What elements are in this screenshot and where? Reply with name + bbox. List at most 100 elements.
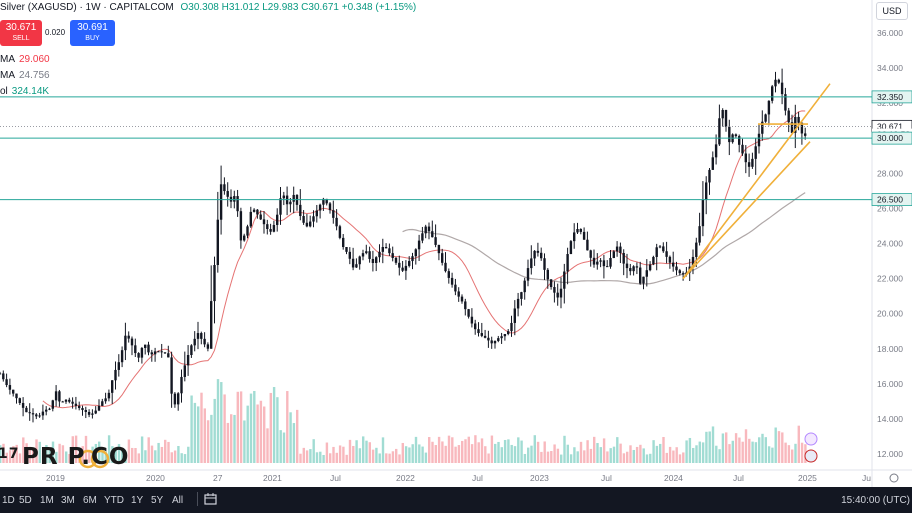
candle-body [437,244,441,254]
candle-body [332,210,335,218]
candle-body [391,253,394,258]
price-chart[interactable]: 36.00034.00032.00030.00028.00026.00024.0… [0,0,912,487]
volume-bar [616,437,619,463]
candle-body [137,353,140,358]
candle-body [15,393,18,399]
volume-bar [477,442,480,463]
candle-body [144,344,147,348]
time-axis-tick: Jul [472,473,483,483]
volume-bar [371,449,375,463]
volume-bar [480,438,484,463]
candle-body [602,260,606,267]
volume-bar [302,447,305,463]
candle-body [167,353,170,358]
candle-body [74,403,78,406]
clock-readout[interactable]: 15:40:00 (UTC) [841,495,910,506]
range-5y[interactable]: 5Y [151,495,164,506]
volume-bar [490,435,494,463]
date-range-picker[interactable] [197,492,217,506]
candle-body [444,262,447,272]
candle-body [573,232,576,242]
buy-button[interactable]: 30.691 BUY [70,20,115,46]
volume-bar [292,423,296,463]
candle-body [698,226,701,243]
candle-body [678,270,681,274]
legend-ma-slow[interactable]: MA 24.756 [0,70,50,81]
symbol-title[interactable]: Silver (XAGUSD) · 1W · CAPITALCOM [0,2,174,13]
range-3m[interactable]: 3M [61,495,75,506]
volume-bar [437,436,441,463]
price-label: 30.671 [877,121,903,131]
candle-body [355,264,358,268]
range-all[interactable]: All [172,495,184,506]
sell-button[interactable]: 30.671 SELL [0,20,42,46]
candle-body [68,399,71,402]
candle-body [170,357,173,394]
price-axis-tick: 22.000 [877,274,903,284]
trend-line[interactable] [682,83,831,280]
volume-bar [777,431,781,463]
volume-bar [401,442,404,463]
range-ytd[interactable]: YTD [104,495,124,506]
volume-bar [41,453,45,463]
candle-body [153,351,157,355]
candle-body [467,309,470,317]
legend-ma-fast[interactable]: MA 29.060 [0,54,50,65]
volume-bar [464,439,467,463]
candle-body [233,196,236,202]
range-6m[interactable]: 6M [83,495,97,506]
time-axis-tick: 2025 [798,473,817,483]
candle-body [196,333,200,339]
price-axis-bg [872,0,912,487]
volume-bar [800,442,804,463]
candle-body [497,338,500,341]
candle-body [186,355,190,366]
candle-body [648,264,652,271]
volume-bar [748,438,751,463]
candle-body [794,116,797,133]
range-1y[interactable]: 1Y [131,495,144,506]
volume-bar [668,446,672,463]
volume-bar [550,450,553,463]
candle-body [774,79,777,87]
range-1m[interactable]: 1M [40,495,54,506]
settings-icon[interactable] [889,473,899,483]
volume-bar [744,429,748,463]
candle-body [150,352,153,355]
candle-body [764,114,767,122]
candle-body [615,246,619,252]
volume-bar [596,443,599,463]
volume-bar [388,453,391,463]
trend-line[interactable] [682,141,811,280]
currency-selector[interactable]: USD [876,2,908,20]
lightning-icon[interactable] [804,432,818,446]
candle-body [596,261,599,265]
candle-body [246,226,249,236]
candle-body [140,347,144,358]
volume-bar [583,450,586,463]
range-5d[interactable]: 5D [19,495,32,506]
legend-ma-fast-value: 29.060 [19,54,50,65]
volume-bar [721,433,725,463]
candle-body [206,344,210,349]
candle-body [543,258,546,270]
volume-bar [28,446,32,463]
volume-bar [368,442,371,463]
us-flag-icon[interactable] [804,449,818,463]
candle-body [665,251,668,257]
legend-volume[interactable]: ol 324.14K [0,86,49,97]
volume-bar [111,446,114,463]
volume-bar [124,451,127,463]
ma-slow-line [402,192,806,285]
candle-body [322,198,325,205]
range-1d[interactable]: 1D [2,495,15,506]
volume-bar [375,447,378,463]
volume-bar [246,405,249,463]
candle-body [639,267,642,284]
volume-bar [457,445,461,463]
volume-bar [137,453,140,463]
candle-body [127,335,130,339]
candle-body [5,379,8,386]
volume-bar [173,450,177,463]
candle-body [18,398,21,404]
